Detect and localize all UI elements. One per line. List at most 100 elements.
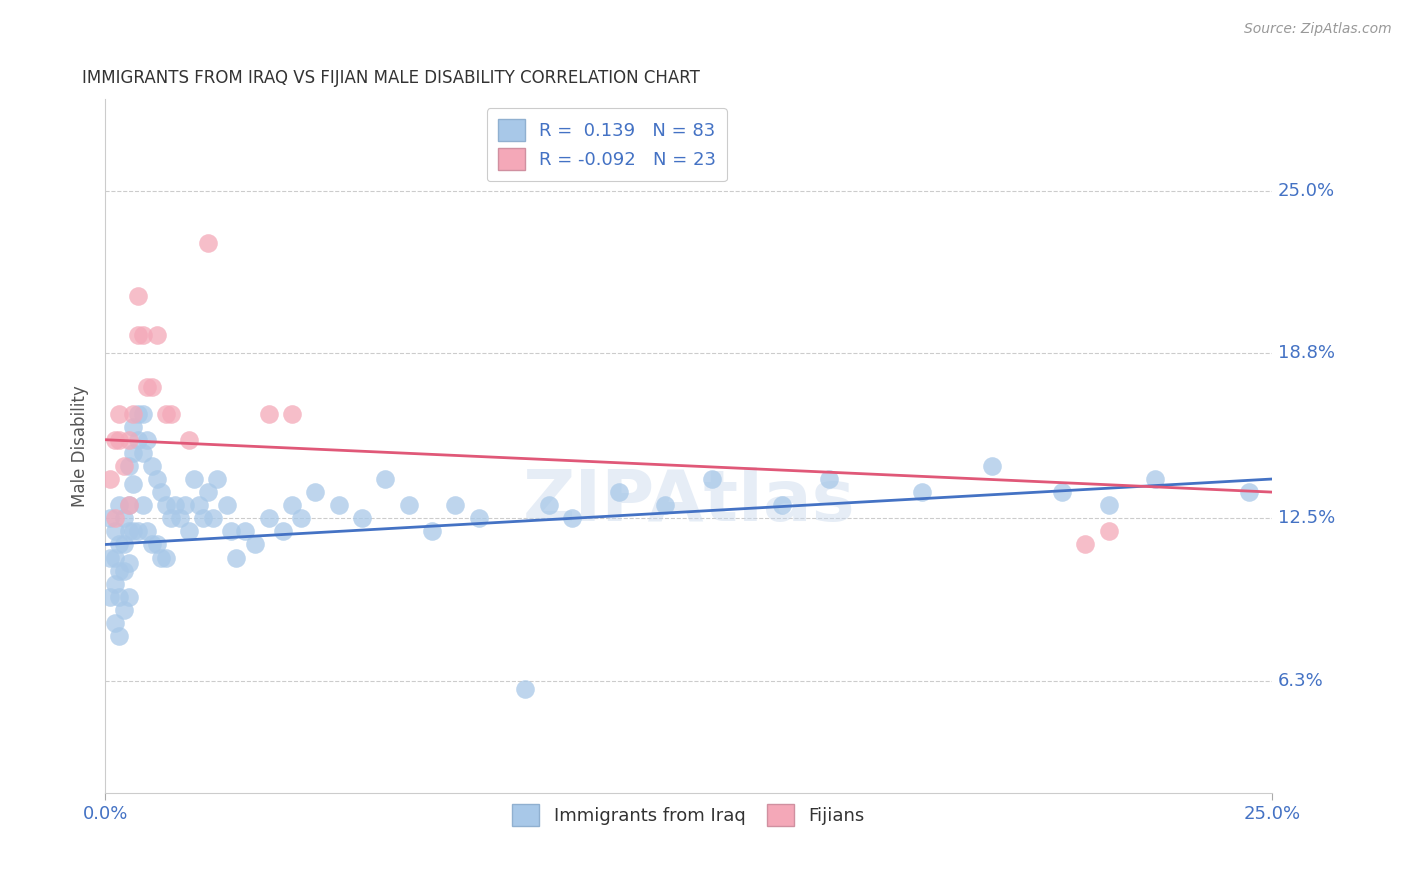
Point: [112, 458, 135, 473]
Point: [537, 498, 560, 512]
Point: [122, 407, 145, 421]
Point: [304, 485, 326, 500]
Text: Source: ZipAtlas.com: Source: ZipAtlas.com: [1244, 22, 1392, 37]
Point: [561, 511, 583, 525]
Point: [420, 524, 443, 539]
Point: [159, 511, 181, 525]
Point: [257, 407, 280, 421]
Point: [131, 498, 153, 512]
Point: [150, 485, 173, 500]
Point: [131, 446, 153, 460]
Point: [271, 524, 294, 539]
Y-axis label: Male Disability: Male Disability: [72, 385, 89, 508]
Point: [117, 524, 139, 539]
Point: [193, 511, 215, 525]
Point: [1074, 537, 1097, 551]
Point: [127, 327, 149, 342]
Point: [103, 433, 125, 447]
Point: [398, 498, 420, 512]
Point: [108, 407, 131, 421]
Point: [207, 472, 229, 486]
Point: [127, 407, 149, 421]
Text: ZIPAtlas: ZIPAtlas: [522, 467, 855, 536]
Point: [98, 511, 121, 525]
Point: [183, 472, 205, 486]
Point: [201, 511, 224, 525]
Point: [770, 498, 793, 512]
Point: [467, 511, 489, 525]
Point: [281, 407, 304, 421]
Point: [136, 380, 159, 394]
Point: [103, 511, 125, 525]
Point: [103, 616, 125, 631]
Point: [257, 511, 280, 525]
Point: [169, 511, 191, 525]
Point: [141, 537, 163, 551]
Point: [225, 550, 247, 565]
Point: [1050, 485, 1073, 500]
Point: [112, 603, 135, 617]
Point: [98, 590, 121, 604]
Point: [117, 498, 139, 512]
Point: [243, 537, 266, 551]
Point: [131, 327, 153, 342]
Point: [122, 477, 145, 491]
Point: [700, 472, 723, 486]
Point: [122, 446, 145, 460]
Point: [108, 537, 131, 551]
Point: [911, 485, 934, 500]
Point: [179, 524, 201, 539]
Point: [179, 433, 201, 447]
Point: [515, 681, 537, 696]
Point: [108, 498, 131, 512]
Point: [117, 433, 139, 447]
Point: [136, 433, 159, 447]
Text: 25.0%: 25.0%: [1278, 182, 1336, 200]
Point: [215, 498, 238, 512]
Point: [131, 407, 153, 421]
Text: 18.8%: 18.8%: [1278, 344, 1334, 362]
Point: [187, 498, 209, 512]
Point: [1144, 472, 1167, 486]
Point: [281, 498, 304, 512]
Point: [112, 537, 135, 551]
Point: [127, 288, 149, 302]
Point: [103, 524, 125, 539]
Text: 12.5%: 12.5%: [1278, 509, 1336, 527]
Point: [350, 511, 373, 525]
Point: [219, 524, 242, 539]
Point: [145, 472, 167, 486]
Point: [150, 550, 173, 565]
Text: 6.3%: 6.3%: [1278, 672, 1323, 690]
Point: [981, 458, 1004, 473]
Point: [112, 564, 135, 578]
Point: [374, 472, 396, 486]
Point: [117, 556, 139, 570]
Point: [1237, 485, 1260, 500]
Point: [173, 498, 195, 512]
Point: [1098, 524, 1121, 539]
Point: [444, 498, 467, 512]
Point: [117, 590, 139, 604]
Point: [127, 524, 149, 539]
Point: [122, 524, 145, 539]
Point: [98, 472, 121, 486]
Point: [654, 498, 676, 512]
Text: IMMIGRANTS FROM IRAQ VS FIJIAN MALE DISABILITY CORRELATION CHART: IMMIGRANTS FROM IRAQ VS FIJIAN MALE DISA…: [82, 69, 700, 87]
Point: [290, 511, 312, 525]
Point: [136, 524, 159, 539]
Point: [117, 458, 139, 473]
Point: [98, 550, 121, 565]
Point: [159, 407, 181, 421]
Point: [141, 380, 163, 394]
Point: [103, 576, 125, 591]
Point: [155, 550, 177, 565]
Point: [103, 550, 125, 565]
Point: [127, 433, 149, 447]
Point: [197, 485, 219, 500]
Legend: Immigrants from Iraq, Fijians: Immigrants from Iraq, Fijians: [505, 797, 872, 833]
Point: [165, 498, 187, 512]
Point: [108, 590, 131, 604]
Point: [197, 236, 219, 251]
Point: [108, 629, 131, 643]
